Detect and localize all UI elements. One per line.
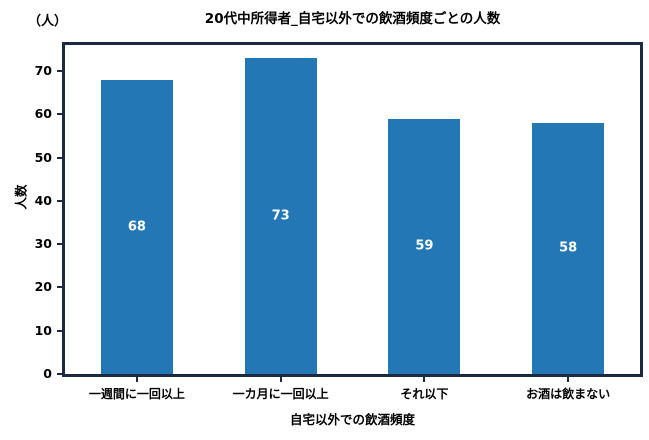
- y-axis-tick-label: 20: [34, 279, 52, 295]
- y-axis-tick-label: 10: [34, 322, 52, 338]
- y-axis-tick-mark: [57, 156, 62, 159]
- x-axis-title: 自宅以外での飲酒頻度: [289, 412, 415, 427]
- bar-3: 59: [388, 118, 461, 374]
- bar-value-label: 73: [271, 208, 290, 224]
- y-axis-tick-mark: [57, 113, 62, 116]
- x-axis-tick-label: 一週間に一回以上: [88, 387, 185, 401]
- y-axis-tick-mark: [57, 199, 62, 202]
- bar-1: 68: [100, 79, 173, 374]
- y-axis-tick-label: 0: [43, 366, 52, 381]
- bar-value-label: 68: [127, 219, 146, 235]
- y-axis-tick-label: 40: [34, 192, 52, 208]
- y-axis-unit-label: （人）: [28, 14, 68, 29]
- x-axis-tick-mark: [567, 377, 570, 382]
- x-axis-tick-label: 一カ月に一回以上: [232, 387, 329, 401]
- x-axis-tick-label: それ以下: [400, 387, 449, 401]
- y-axis-tick-mark: [57, 329, 62, 332]
- y-axis-tick-label: 30: [34, 236, 52, 252]
- x-axis-tick-mark: [423, 377, 426, 382]
- x-axis-tick-mark: [279, 377, 282, 382]
- y-axis-tick-label: 60: [34, 106, 52, 122]
- bar-value-label: 58: [559, 240, 578, 256]
- bar-2: 73: [244, 57, 317, 374]
- y-axis-tick-mark: [57, 286, 62, 289]
- bar-4: 58: [532, 122, 605, 374]
- y-axis-tick-label: 50: [34, 149, 52, 165]
- y-axis-tick-mark: [57, 69, 62, 72]
- y-axis-tick-mark: [57, 243, 62, 246]
- bar-value-label: 59: [415, 238, 434, 254]
- x-axis-tick-mark: [135, 377, 138, 382]
- y-axis-tick-mark: [57, 373, 62, 375]
- x-axis-tick-label: お酒は飲まない: [526, 387, 611, 401]
- chart-title: 20代中所得者_自宅以外での飲酒頻度ごとの人数: [204, 11, 501, 27]
- y-axis-tick-label: 70: [34, 62, 52, 78]
